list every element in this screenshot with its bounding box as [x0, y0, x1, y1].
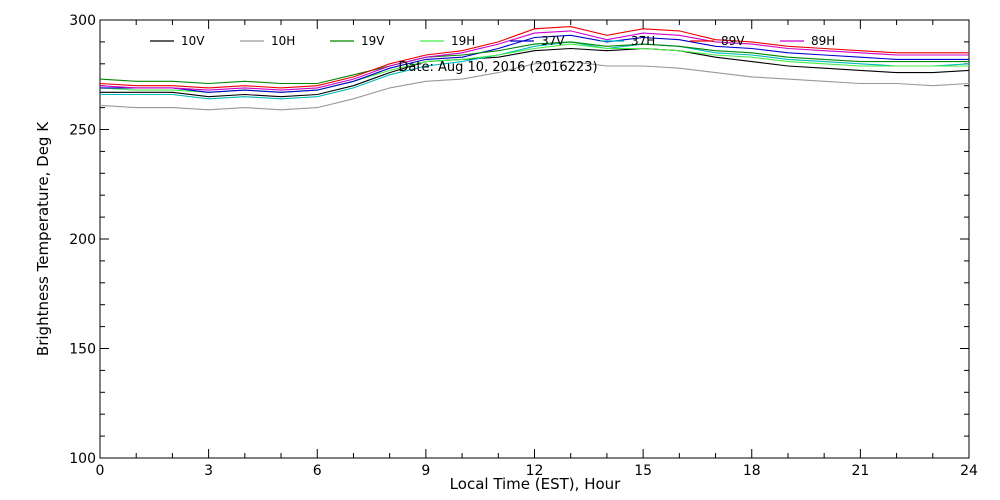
x-tick-label: 21 [851, 463, 869, 479]
legend-label-10v: 10V [181, 34, 205, 48]
legend: 10V 10H 19V 19H 37V 37H 89V 89H [150, 34, 835, 48]
x-axis-label: Local Time (EST), Hour [450, 475, 621, 493]
legend-label-10h: 10H [271, 34, 295, 48]
y-tick-label: 100 [69, 451, 96, 467]
y-axis-label: Brightness Temperature, Deg K [34, 121, 52, 356]
plot-frame [99, 19, 970, 459]
x-tick-label: 3 [204, 463, 213, 479]
series-line-19v [99, 41, 969, 85]
x-tick-label: 24 [960, 463, 978, 479]
y-tick-label: 200 [69, 232, 96, 248]
series-line-89h [99, 30, 969, 91]
series-line-37v [100, 34, 969, 93]
series-line-10v [100, 47, 970, 98]
axes-frame [99, 19, 970, 459]
legend-label-37h: 37H [631, 34, 655, 48]
legend-label-19h: 19H [451, 34, 475, 48]
series-line-89v [99, 26, 969, 89]
x-tick-label: 0 [96, 463, 105, 479]
chart-title: Date: Aug 10, 2016 (2016223) [398, 60, 597, 75]
x-tick-label: 6 [313, 463, 322, 479]
legend-label-19v: 19V [361, 34, 385, 48]
series-line-10h [99, 61, 970, 111]
legend-label-37v: 37V [541, 34, 565, 48]
x-tick-label: 18 [743, 463, 761, 479]
series-line-37h [100, 41, 970, 100]
series-lines [99, 26, 970, 111]
x-tick-label: 15 [634, 463, 652, 479]
axis-ticks: 0 3 6 9 12 15 18 21 24 100 150 200 250 300 [69, 13, 978, 479]
y-tick-label: 300 [69, 13, 96, 29]
x-tick-label: 9 [421, 463, 430, 479]
legend-label-89v: 89V [721, 34, 745, 48]
legend-label-89h: 89H [811, 34, 835, 48]
x-tick-label: 12 [526, 463, 544, 479]
y-tick-label: 150 [69, 342, 96, 358]
y-tick-label: 250 [69, 123, 96, 139]
